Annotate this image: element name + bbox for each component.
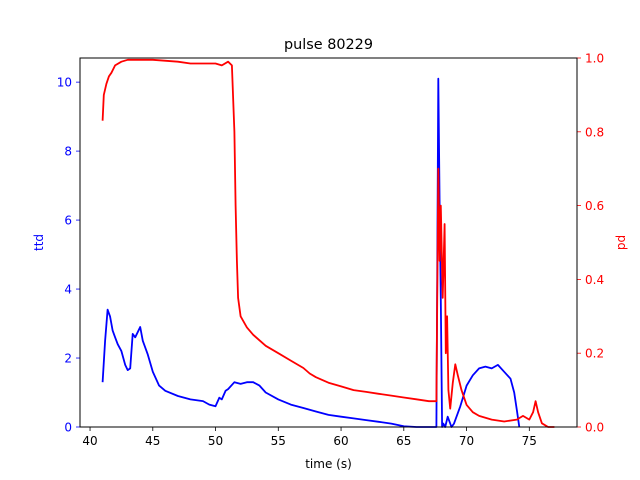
series-line-left-0 [101,77,521,428]
right-y-tick-label: 1.0 [585,52,604,66]
x-tick-label: 55 [271,434,286,448]
plot-area [101,58,555,428]
x-tick-label: 50 [208,434,223,448]
x-tick-label: 70 [459,434,474,448]
series-line-right-1 [101,58,555,428]
x-axis-label: time (s) [305,457,352,471]
left-y-axis-label: ttd [32,234,46,251]
left-y-tick-label: 4 [64,283,72,297]
left-y-tick-label: 6 [64,214,72,228]
left-y-tick-label: 10 [57,76,72,90]
right-axis: 0.0 0.2 0.4 0.6 0.8 1.0 [577,52,604,435]
x-tick-label: 65 [396,434,411,448]
x-tick-label: 40 [82,434,97,448]
right-y-tick-label: 0.4 [585,273,604,287]
right-y-tick-label: 0.0 [585,421,604,435]
left-y-tick-label: 8 [64,145,72,159]
plot-frame [79,57,578,428]
right-y-tick-label: 0.2 [585,347,604,361]
right-y-tick-label: 0.6 [585,199,604,213]
chart-title: pulse 80229 [284,37,373,53]
left-axis: 0 2 4 6 8 10 [57,76,80,435]
left-y-tick-label: 2 [64,352,72,366]
x-tick-label: 60 [333,434,348,448]
bottom-axis: 40 45 50 55 60 65 70 75 [82,427,537,448]
x-tick-label: 45 [145,434,160,448]
x-tick-label: 75 [522,434,537,448]
right-y-tick-label: 0.8 [585,125,604,139]
right-y-axis-label: pd [614,235,628,250]
left-y-tick-label: 0 [64,421,72,435]
